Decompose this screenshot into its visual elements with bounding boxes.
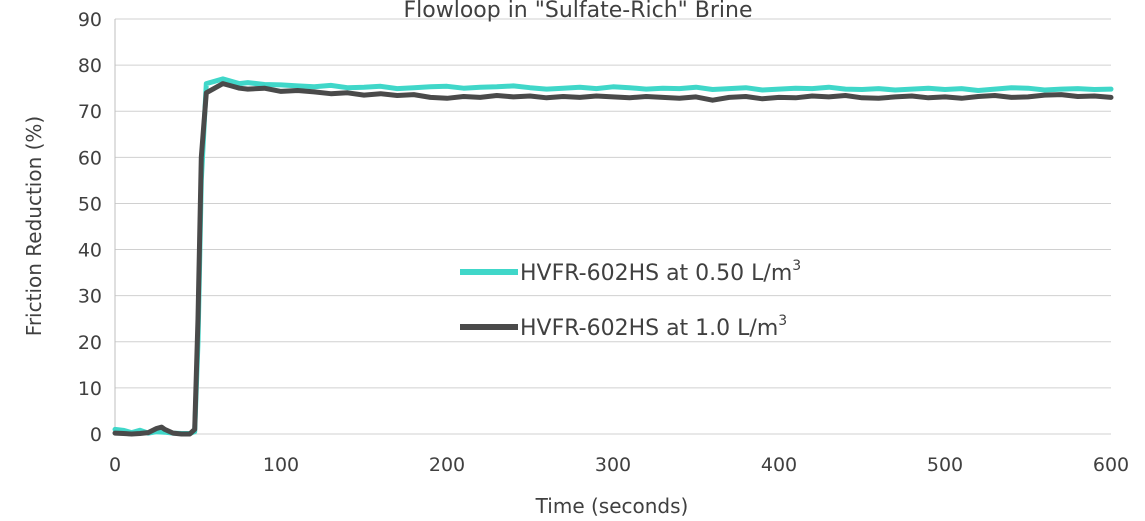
grid [114, 18, 1111, 435]
x-tick-label-300: 300 [595, 454, 631, 476]
x-tick-label-600: 600 [1093, 454, 1129, 476]
y-tick-label-90: 90 [78, 9, 102, 31]
x-axis-title: Time (seconds) [535, 494, 689, 518]
y-axis-title: Friction Reduction (%) [22, 116, 46, 336]
legend-item-series-1: HVFR-602HS at 0.50 L/m3 [460, 258, 801, 286]
y-tick-label-10: 10 [78, 378, 102, 400]
legend-label-series-1: HVFR-602HS at 0.50 L/m3 [520, 258, 801, 286]
series-line-1 [112, 76, 1114, 436]
y-axis-ticks: 0 10 20 30 40 50 60 70 80 90 [78, 9, 102, 446]
y-tick-label-20: 20 [78, 332, 102, 354]
y-tick-label-30: 30 [78, 286, 102, 308]
legend: HVFR-602HS at 0.50 L/m3 HVFR-602HS at 1.… [460, 258, 801, 341]
x-tick-label-400: 400 [761, 454, 797, 476]
x-tick-label-100: 100 [263, 454, 299, 476]
chart-title: Flowloop in "Sulfate-Rich" Brine [403, 0, 752, 23]
x-axis-ticks: 0 100 200 300 400 500 600 [109, 454, 1129, 476]
series-lines [112, 76, 1114, 437]
y-tick-label-70: 70 [78, 101, 102, 123]
legend-label-series-2: HVFR-602HS at 1.0 L/m3 [520, 313, 787, 341]
x-tick-label-0: 0 [109, 454, 121, 476]
y-tick-label-60: 60 [78, 147, 102, 169]
x-tick-label-200: 200 [429, 454, 465, 476]
y-tick-label-0: 0 [90, 424, 102, 446]
series-line-2 [112, 81, 1114, 437]
legend-item-series-2: HVFR-602HS at 1.0 L/m3 [460, 313, 787, 341]
y-tick-label-40: 40 [78, 240, 102, 262]
x-tick-label-500: 500 [927, 454, 963, 476]
y-tick-label-80: 80 [78, 55, 102, 77]
y-tick-label-50: 50 [78, 193, 102, 215]
